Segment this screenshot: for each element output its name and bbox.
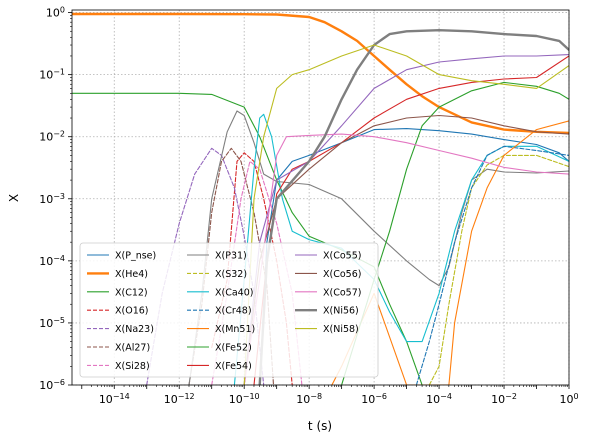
legend-label: X(Si28) [115, 361, 150, 372]
legend-label: X(Co56) [323, 269, 361, 280]
legend-label: X(Al27) [115, 343, 150, 354]
legend-label: X(C12) [115, 287, 148, 298]
series-line-x-fe52 [341, 81, 569, 385]
legend-label: X(Ca40) [215, 287, 253, 298]
legend-label: X(Mn51) [215, 324, 255, 335]
x-axis-label: t (s) [308, 419, 332, 433]
legend-label: X(S32) [215, 269, 247, 280]
series-line-x-c12 [72, 92, 423, 385]
series-line-x-fe54 [253, 55, 569, 385]
series-line-x-co57 [243, 133, 569, 385]
y-axis-label: X [7, 194, 21, 202]
series-line-x-p31 [188, 110, 569, 385]
legend-label: X(Cr48) [215, 306, 252, 317]
legend-label: X(Ni56) [323, 306, 359, 317]
series-line-x-ni56 [258, 29, 569, 385]
legend-label: X(Fe54) [215, 361, 252, 372]
legend-label: X(He4) [115, 269, 148, 280]
legend-label: X(O16) [115, 306, 149, 317]
series-line-x-co55 [243, 54, 569, 385]
series-line-x-cr48 [415, 145, 569, 385]
legend-label: X(Fe52) [215, 343, 252, 354]
plot-frame [71, 9, 570, 386]
legend-label: X(Co57) [323, 287, 361, 298]
legend-label: X(Na23) [115, 324, 154, 335]
series-line-x-he4 [72, 12, 569, 135]
legend: X(P_nse) X(He4) X(C12) X(O16) X(Na23) X(Al27)… [79, 242, 379, 378]
legend-label: X(P31) [215, 251, 247, 262]
legend-label: X(P_nse) [115, 251, 156, 262]
series-line-x-p-nse [259, 128, 569, 385]
legend-label: X(Ni58) [323, 324, 359, 335]
series-line-x-ni58 [243, 44, 569, 385]
series-line-x-mn51 [331, 120, 569, 385]
legend-label: X(Co55) [323, 251, 361, 262]
legend-box [79, 242, 379, 378]
series-layer [72, 12, 569, 385]
